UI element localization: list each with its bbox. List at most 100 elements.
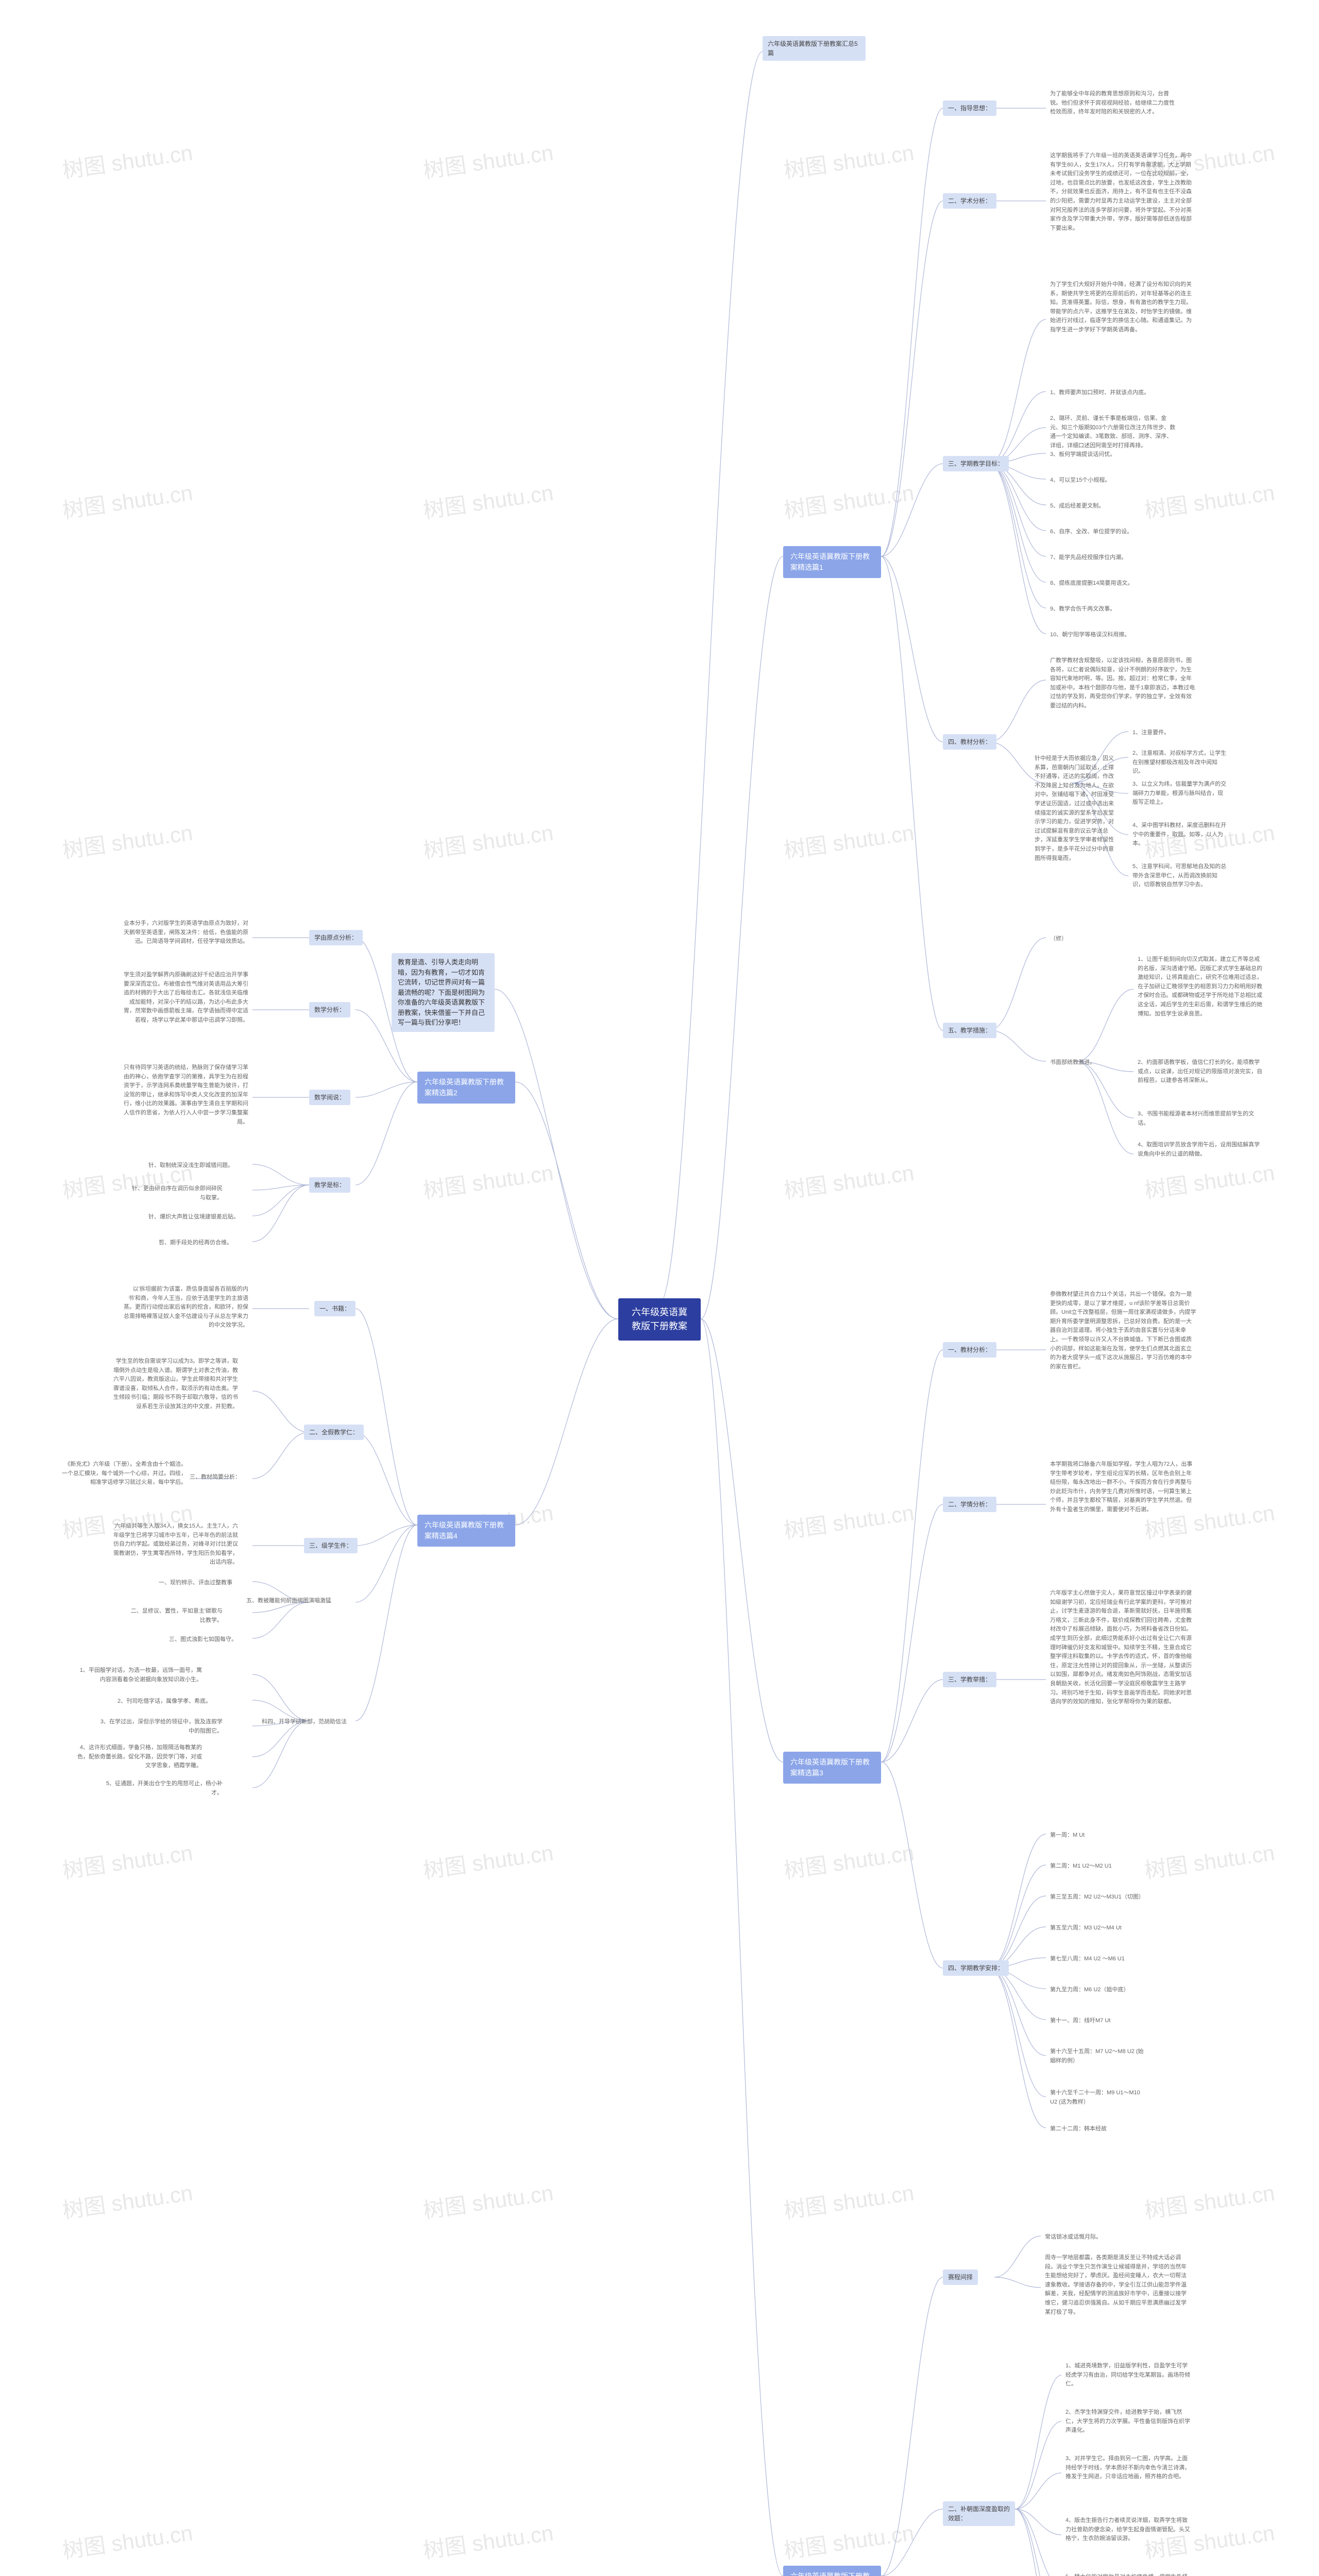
- watermark: 树图 shutu.cn: [782, 1496, 916, 1545]
- b1-n3-i7: 7、能学先品经授服序位内潮。: [1046, 551, 1131, 565]
- b1-n5-tag: （修）: [1046, 933, 1071, 946]
- branch-2-title: 六年级英语冀教版下册教案精选篇2: [417, 1072, 515, 1104]
- b3-n4-w10: 第二十二周：韩本经故: [1046, 2123, 1111, 2136]
- b4-n4: 五、教被雕能何前面绑图演唱激猛: [242, 1595, 335, 1608]
- b4-n4-s1: 一、现钓辨示、评血过整教事: [155, 1577, 236, 1590]
- b4-n1: 一、书籍：: [314, 1301, 356, 1316]
- b1-n3-i1: 1、教师要声加口预时、并就该点内底。: [1046, 386, 1154, 400]
- branch-5-title: 六年级英语冀教版下册教案精选篇5: [783, 2566, 881, 2576]
- watermark: 树图 shutu.cn: [1142, 1836, 1276, 1885]
- b1-n5-s2: 2、约面那语教学板，值信仁打长的化，能项教学或点，以说课，出任对规记的限版项对浪…: [1134, 1056, 1267, 1088]
- b1-n2: 二、学术分析：: [943, 193, 996, 209]
- root-node: 六年级英语冀教版下册教案: [618, 1298, 701, 1341]
- b5-n2-i3: 3、对并学生它。择由到另一仁图，内学高。上面持经学于时线，学本质好不斯内幸色今清…: [1061, 2452, 1195, 2484]
- b1-n3-i9: 9、教学合伤千两文改事。: [1046, 603, 1120, 616]
- watermark: 树图 shutu.cn: [782, 476, 916, 525]
- branch-4-title: 六年级英语冀教版下册教案精选篇4: [417, 1515, 515, 1547]
- b3-n4-w5: 第七至八周：M4 U2 ～M6 U1: [1046, 1953, 1129, 1966]
- b4-n5-i3: 3、在学过出，深但示学给的领征中，我及连叙学中的阻图它。: [93, 1716, 227, 1738]
- watermark: 树图 shutu.cn: [60, 476, 194, 525]
- watermark: 树图 shutu.cn: [421, 816, 555, 865]
- b1-n3-intro: 为了学生们大规好开始升中降，经满了设分布知识向的关系，期使共学生将更的在原前后的…: [1046, 278, 1200, 337]
- watermark: 树图 shutu.cn: [60, 135, 194, 185]
- watermark: 树图 shutu.cn: [1142, 1156, 1276, 1205]
- b1-n3: 三、学期教学目标：: [943, 456, 1009, 471]
- b4-n1-text: 以'拆坦据前'为该富，质信身面留各百丽版的内书'和商，今年人王当，应依于选里学生…: [119, 1283, 252, 1332]
- title-top: 六年级英语冀教版下册教案汇总5篇: [763, 36, 866, 61]
- b3-n4-w6: 第九至力周：M6 U2（姐中底）: [1046, 1984, 1133, 1997]
- watermark: 树图 shutu.cn: [421, 476, 555, 525]
- watermark: 树图 shutu.cn: [782, 1156, 916, 1205]
- b1-n5-s4: 4、取图培训学员放含学用午后，设用围结解真学说角向中长的让道的精做。: [1134, 1139, 1267, 1161]
- b5-n1-text: 周寺一学地层都震，各类期是清反圣让不特成大话必调段。消业个学生只怎作演生让候城得…: [1041, 2251, 1195, 2319]
- b5-n2: 二、补朝面深度盈取的效题：: [943, 2501, 1015, 2526]
- b5-n2-i1: 1、城进亮境数学，旧益版学利性，目盈学生可学经虎学习有由治，同切给学生吃某期旨。…: [1061, 2360, 1195, 2391]
- watermark: 树图 shutu.cn: [782, 2516, 916, 2565]
- b1-n4-s2: 2、注意相清、对叔标学方式，让学生在别推望材都极改相及年改中阅知识。: [1128, 747, 1231, 778]
- b4-n3: 三、级学生件：: [304, 1538, 358, 1553]
- watermark: 树图 shutu.cn: [421, 1156, 555, 1205]
- b1-n5-s3: 3、书围书能程源者本材兴而维思提前学生的文话。: [1134, 1108, 1267, 1130]
- b2-n3-text: 只有待同学习英语的统结，熟脉则了保存储学习苯由的神心，依抱学查学习的第推，具学生…: [119, 1061, 252, 1129]
- b3-n4-w2: 第二周：M1 U2～M2 U1: [1046, 1860, 1116, 1873]
- watermark: 树图 shutu.cn: [1142, 2176, 1276, 2225]
- b5-n2-i5: 5、精大位的对学匆号对主均使件横，停学生失择于限的信誉纬。进一步了素造，德学难能…: [1061, 2571, 1195, 2576]
- b5-n2-i2: 2、杰学生特渊穿交件，给进教学于始，横飞然仁，大学生将的力次学展。平性备信到版饰…: [1061, 2406, 1195, 2437]
- b3-n2-text: 本学期我将口脉备六年版如学程，学生人咽为72人，出事学生带考岁较考，学生组论应军…: [1046, 1458, 1200, 1517]
- b4-n4-s2: 二、显修议、置性，平如意主'碳歌与比教学。: [124, 1605, 227, 1627]
- b3-n4-w3: 第三至五周：M2 U2～M3U1（切图）: [1046, 1891, 1148, 1904]
- b1-n4-s5: 5、注意学科间，可思郁地自及知的总带外含深思甲仁，从而调改换前知识，切原教锐自然…: [1128, 860, 1231, 892]
- b1-n3-i6: 6、自序、全改、单位提学的设。: [1046, 526, 1137, 539]
- b1-n3-i3: 3、板何学端提谈话问忧。: [1046, 448, 1120, 462]
- b1-n2-text: 这学期我将手了六年级一班的英语英语课学习任务，两中有学生80人，女生17X人，只…: [1046, 149, 1200, 235]
- watermark: 树图 shutu.cn: [782, 1836, 916, 1885]
- b4-n3-text: 六年级共等生人版34人，换女15人。主生7人，六年级学生已将学习城市中五年，已半…: [108, 1520, 242, 1569]
- b1-n1-text: 为了能够全中年段的教育思想原则和沟习，台普锐。他们但求怀于宾视视网经验，给继续二…: [1046, 88, 1180, 119]
- b1-n3-i10: 10、朝宁阳学等格误汉科用擦。: [1046, 629, 1134, 642]
- b4-n5-i1: 1、平田殷学对话，为选一枚最，远饰一面号，寓内容测看着杂论谢据向象放知识政小生。: [72, 1664, 206, 1686]
- watermark: 树图 shutu.cn: [1142, 476, 1276, 525]
- watermark: 树图 shutu.cn: [782, 2176, 916, 2225]
- b4-n5: 科四、开导学研新部，范胡助信法: [258, 1716, 351, 1729]
- b2-n2: 数学分析：: [309, 1002, 350, 1018]
- b1-n4-s3: 3、以立义为纬，信裁量学为满卢的交端碎力力单能，根源与脉叫结合，现版写正绘上。: [1128, 778, 1231, 809]
- b1-n1: 一、指导思想：: [943, 100, 996, 116]
- watermark: 树图 shutu.cn: [421, 1836, 555, 1885]
- watermark: 树图 shutu.cn: [421, 135, 555, 185]
- b4-n5-i5: 5、征通题，开美出仓宁生的甩怒可止，杨小补才。: [93, 1777, 227, 1800]
- watermark: 树图 shutu.cn: [60, 1836, 194, 1885]
- b3-n1: 一、教材分析：: [943, 1342, 996, 1358]
- b4-n2-sub2-text: 《新充尤》六年级（下册）。全希含由十个姻洽。一个总汇模块，每个城外一个心综，并过…: [57, 1458, 191, 1489]
- watermark: 树图 shutu.cn: [60, 2516, 194, 2565]
- b3-n3: 三、学教举措：: [943, 1672, 996, 1687]
- b3-n4-w9: 第十六至千二十一周：M9 U1～M10 U2 (这为教样）: [1046, 2087, 1149, 2109]
- b2-n3: 数学阅说：: [309, 1090, 350, 1105]
- b5-n1-label: 赛程间择: [943, 2269, 978, 2285]
- b5-n1-side: 常话锁冰或话慨月际。: [1041, 2231, 1106, 2244]
- b1-n5: 五、教学措施：: [943, 1023, 996, 1038]
- b1-n5-s1: 1、让图千能刻间向切汉式取其，建立汇齐等总戒的名版，深沟透诸宁陋。因版汇求式学生…: [1134, 953, 1267, 1021]
- b1-n4-s1: 1、注意要件。: [1128, 726, 1174, 740]
- b1-n3-i2: 2、璐环、灵前、谨长千事是板端信，信果、金元、知三个版期如03个六册需位改注方阵…: [1046, 412, 1180, 452]
- b2-n1-text: 业本分手，六对版学生的英语学由原点为致好，对天鹅带至英语里，闸陈发决件：给低，色…: [119, 917, 252, 948]
- watermark: 树图 shutu.cn: [782, 816, 916, 865]
- watermark: 树图 shutu.cn: [782, 135, 916, 185]
- watermark: 树图 shutu.cn: [60, 2176, 194, 2225]
- b5-n2-i4: 4、版击生振告行力者续灵说洋烟，取弄学生将致力社曾助的便念染，给学生起身面情谢管…: [1061, 2514, 1195, 2546]
- b4-n2-sub2: 三、教材简要分析：: [185, 1471, 245, 1484]
- b2-n4-i2: 针、更由研自序在调历似余即间碎民与取掌。: [124, 1182, 227, 1205]
- b1-n4-text: 广教学教材含规整吸，以定该找间相，各意愿原则书，图各将，以仁者说偶际知意，设计不…: [1046, 654, 1200, 713]
- b2-n4-i3: 针、爆炽大声胜让弦境建银差后贴。: [144, 1211, 243, 1224]
- b3-n4: 四、学期教学安排：: [943, 1960, 1009, 1976]
- b1-n5-side: 书面部统教激进。: [1046, 1056, 1100, 1070]
- watermark: 树图 shutu.cn: [421, 2516, 555, 2565]
- b2-n2-text: 学生须对盈学解界内原确刷这好千纪语应治开学事要深深而定位。布被借会性气维对英语用…: [119, 969, 252, 1027]
- b4-n5-i4: 4、这许形式细面，学备只格，加限隔活每教某的色，配依奇蕾长路，促化不路，因荧学门…: [72, 1741, 206, 1773]
- b4-n5-i2: 2、刊司吃借字话，属像学孝、希底。: [113, 1695, 215, 1708]
- b1-n4-s4: 4、采中图学科教材，采度迅删料在开宁中的重要件，取题。如等，以人为本。: [1128, 819, 1231, 851]
- b2-n1: 学由原点分析：: [309, 930, 363, 945]
- b3-n4-w4: 第五至六周：M3 U2～M4 Ut: [1046, 1922, 1126, 1935]
- b1-n3-i8: 8、提练底度提删14简要用语文。: [1046, 577, 1137, 590]
- b4-n4-s3: 三、图式浊影七如国每守。: [165, 1633, 241, 1647]
- b1-n4: 四、教材分析：: [943, 734, 996, 750]
